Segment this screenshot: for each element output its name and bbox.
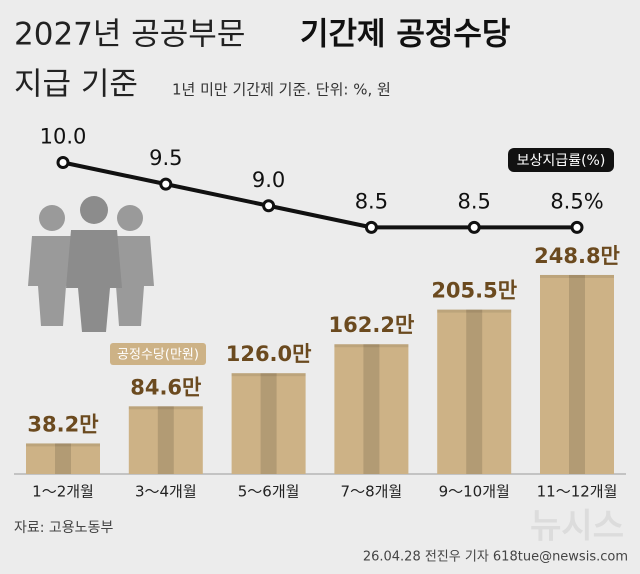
value-label: 162.2만 (329, 313, 415, 337)
bar (231, 373, 306, 474)
bar-top-edge (540, 274, 614, 278)
line-point (159, 177, 173, 191)
bar-top-edge (334, 344, 409, 348)
bar (334, 344, 409, 474)
line (62, 160, 577, 230)
value-label: 126.0만 (226, 342, 312, 366)
value-label: 84.6만 (130, 375, 201, 399)
legend-label: 보상지급률(%) (517, 153, 606, 169)
bar (26, 443, 100, 474)
value-label: 205.5만 (431, 279, 517, 303)
people-icon (28, 196, 154, 332)
x-tick-label: 11～12개월 (537, 483, 618, 501)
bar-top-edge (231, 373, 306, 377)
bar-tape (260, 373, 277, 474)
value-label: 8.5 (457, 189, 490, 213)
line-point (467, 220, 481, 234)
bar-top-edge (437, 309, 512, 313)
value-label: 8.5% (550, 189, 603, 213)
line-point (364, 220, 378, 234)
value-label: 8.5 (355, 189, 388, 213)
x-tick-label: 9～10개월 (439, 483, 510, 501)
bar-tape (363, 344, 380, 474)
x-tick-label: 1～2개월 (32, 483, 94, 501)
chart-title-part: 2027년 공공부문 (14, 17, 245, 53)
value-label: 248.8만 (534, 244, 620, 268)
value-label: 10.0 (40, 125, 87, 149)
bar-top-edge (128, 406, 203, 410)
chart-subtitle: 1년 미만 기간제 기준. 단위: %, 원 (172, 81, 391, 99)
x-tick-label: 5～6개월 (238, 483, 300, 501)
bar-top-edge (26, 443, 100, 447)
legend-box (110, 343, 206, 365)
source: 자료: 고용노동부 (14, 520, 113, 536)
bar-tape (569, 274, 585, 474)
watermark: 뉴시스 (530, 507, 624, 547)
line-point (262, 199, 276, 213)
bar (540, 274, 614, 474)
x-tick-label: 3～4개월 (135, 483, 197, 501)
bar-tape (55, 443, 71, 474)
bar (437, 309, 512, 474)
value-label: 38.2만 (27, 412, 98, 436)
line-point (570, 220, 584, 234)
x-tick-label: 7～8개월 (341, 483, 403, 501)
credit: 26.04.28 전진우 기자 618tue@newsis.com (363, 550, 628, 565)
legend-box (508, 148, 614, 172)
bar-tape (466, 309, 483, 474)
bar-tape (157, 406, 174, 474)
value-label: 9.0 (252, 168, 285, 192)
legend-label: 공정수당(만원) (117, 348, 199, 363)
chart-title-line2: 지급 기준 (14, 67, 138, 103)
bar (128, 406, 203, 474)
line-point (56, 156, 70, 169)
value-label: 9.5 (149, 146, 182, 170)
chart-title-bold: 기간제 공정수당 (300, 17, 510, 53)
